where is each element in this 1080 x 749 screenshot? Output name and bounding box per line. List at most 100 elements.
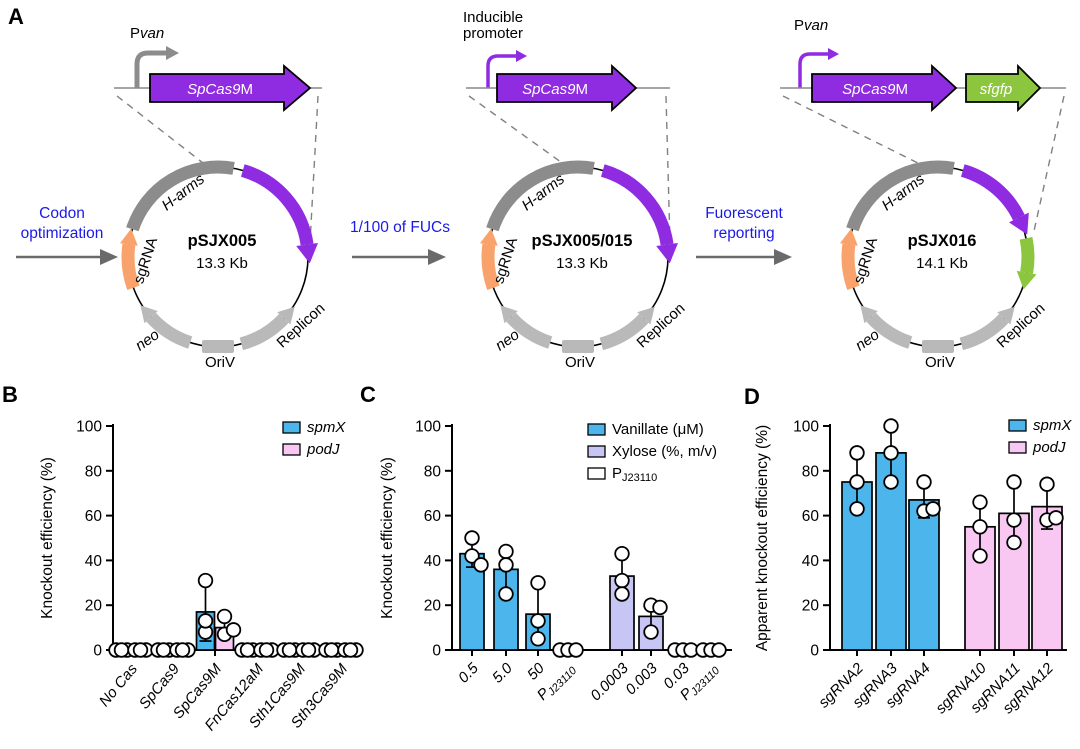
- panel-label-c: C: [360, 382, 376, 407]
- cas9-gene-arrow: [149, 64, 312, 112]
- neo-arrow: [146, 312, 193, 349]
- cas9-arc-arrowhead-icon: [656, 242, 678, 264]
- bar: [493, 568, 519, 651]
- data-point: [643, 624, 659, 640]
- flow-arrowhead-icon: [428, 249, 446, 265]
- flow-step-line1: Fuorescent: [705, 205, 783, 222]
- data-point: [473, 557, 489, 573]
- legend-label: PJ23110: [612, 465, 657, 484]
- data-point: [614, 572, 630, 589]
- cas9-arc: [240, 164, 314, 246]
- x-tick-label: 50: [524, 659, 548, 683]
- plasmid-map-psjx016: Pvan SpCas9M sfgfp sgRNA H-arms pSJX016 …: [780, 17, 1066, 371]
- sfgfp-arc-arrowhead-icon: [1016, 270, 1037, 290]
- data-point: [281, 642, 298, 658]
- cas9-gene-label: SpCas9M: [187, 81, 253, 98]
- cas9-gene-label: SpCas9M: [842, 81, 908, 98]
- promoter-label-line2: promoter: [463, 25, 523, 42]
- plasmid-size: 14.1 Kb: [916, 255, 968, 272]
- legend-label: Xylose (%, m/v): [612, 443, 717, 460]
- flow-step-line2: optimization: [20, 225, 104, 243]
- replicon-arrow: [239, 313, 289, 351]
- sgrna-arrow: [481, 243, 500, 291]
- data-point: [568, 642, 584, 658]
- replicon-arrowhead-icon: [997, 306, 1015, 325]
- data-point: [652, 599, 668, 616]
- cas9-gene-label: SpCas9M: [522, 81, 588, 98]
- data-point: [711, 642, 727, 658]
- data-point: [342, 642, 359, 658]
- y-tick-label: 0: [93, 643, 102, 660]
- y-tick-label: 20: [802, 598, 820, 615]
- promoter-bent-arrow: [486, 54, 516, 88]
- data-point: [1006, 534, 1022, 551]
- flow-arrow-2: [352, 249, 446, 265]
- panel-label-d: D: [744, 384, 760, 409]
- y-tick-label: 100: [415, 419, 441, 436]
- data-point: [972, 548, 988, 564]
- chart-knockout-efficiency-inducers: 0 20 40 60 80 100 Knockout efficiency (%) 0.5 5.…: [379, 419, 732, 704]
- data-point: [216, 608, 233, 625]
- chart-knockout-efficiency-cas-variants: 0 20 40 60 80 100 Knockout efficiency (%) No Ca…: [39, 419, 364, 734]
- data-point: [1006, 512, 1022, 528]
- flow-arrowhead-icon: [774, 249, 792, 265]
- y-tick-label: 80: [85, 463, 103, 480]
- x-tick-label: No Cas: [96, 660, 141, 710]
- y-tick-label: 60: [85, 508, 103, 525]
- y-tick-label: 60: [802, 508, 820, 525]
- data-point: [1039, 476, 1055, 492]
- oriv-box: [202, 340, 234, 353]
- legend-label: spmX: [307, 419, 346, 436]
- cas9-gene-arrow: [496, 63, 638, 113]
- legend-label: podJ: [1032, 439, 1066, 456]
- zoom-dash-right: [309, 95, 319, 244]
- y-axis-title: Knockout efficiency (%): [379, 457, 396, 619]
- zoom-dash-right: [1033, 95, 1065, 232]
- sgrna-arrowhead-icon: [479, 228, 498, 246]
- zoom-dash-right: [665, 95, 671, 244]
- plasmid-map-psjx005: Pvan SpCas9M sgRNA H-arms pSJX005 13.3 K…: [114, 25, 328, 371]
- data-point: [849, 474, 865, 490]
- legend-swatch: [1008, 419, 1027, 432]
- y-tick-label: 40: [85, 553, 103, 570]
- plasmid-size: 13.3 Kb: [196, 255, 248, 272]
- oriv-box: [922, 340, 954, 353]
- y-tick-label: 40: [424, 553, 442, 570]
- data-point: [972, 519, 988, 535]
- data-point: [530, 575, 546, 591]
- panel-label-a: A: [8, 4, 24, 29]
- oriv-label: OriV: [925, 354, 955, 371]
- y-tick-label: 80: [802, 463, 820, 480]
- x-tick-label: 0.03: [660, 659, 693, 692]
- bar: [908, 499, 940, 651]
- sgrna-arrowhead-icon: [839, 228, 858, 246]
- plasmid-size: 13.3 Kb: [556, 255, 608, 272]
- data-point: [197, 613, 214, 629]
- cas9-arc: [600, 164, 674, 246]
- neo-arrow: [506, 312, 553, 349]
- data-point: [849, 501, 865, 517]
- sfgfp-gene-label: sfgfp: [980, 81, 1013, 98]
- data-point: [197, 572, 214, 589]
- y-axis-title: Apparent knockout efficiency (%): [754, 425, 771, 651]
- y-tick-label: 100: [76, 419, 102, 436]
- y-tick-label: 60: [424, 508, 442, 525]
- replicon-arrow: [959, 313, 1009, 351]
- replicon-arrowhead-icon: [637, 306, 655, 325]
- y-axis-title: Knockout efficiency (%): [39, 457, 56, 619]
- sgrna-arrow: [841, 243, 860, 291]
- promoter-arrowhead-icon: [828, 48, 839, 60]
- data-point: [498, 586, 514, 602]
- oriv-box: [562, 340, 594, 353]
- promoter-label: Pvan: [130, 25, 164, 42]
- h-arms-arc: [846, 160, 955, 232]
- promoter-arrowhead-icon: [166, 46, 179, 60]
- x-tick-label: 5.0: [489, 659, 516, 686]
- h-arms-arc: [486, 160, 595, 232]
- data-point: [883, 418, 899, 434]
- zoom-dash-left: [782, 95, 933, 171]
- flow-arrow-3: [696, 249, 792, 265]
- y-tick-label: 100: [793, 419, 819, 436]
- data-point: [300, 642, 317, 658]
